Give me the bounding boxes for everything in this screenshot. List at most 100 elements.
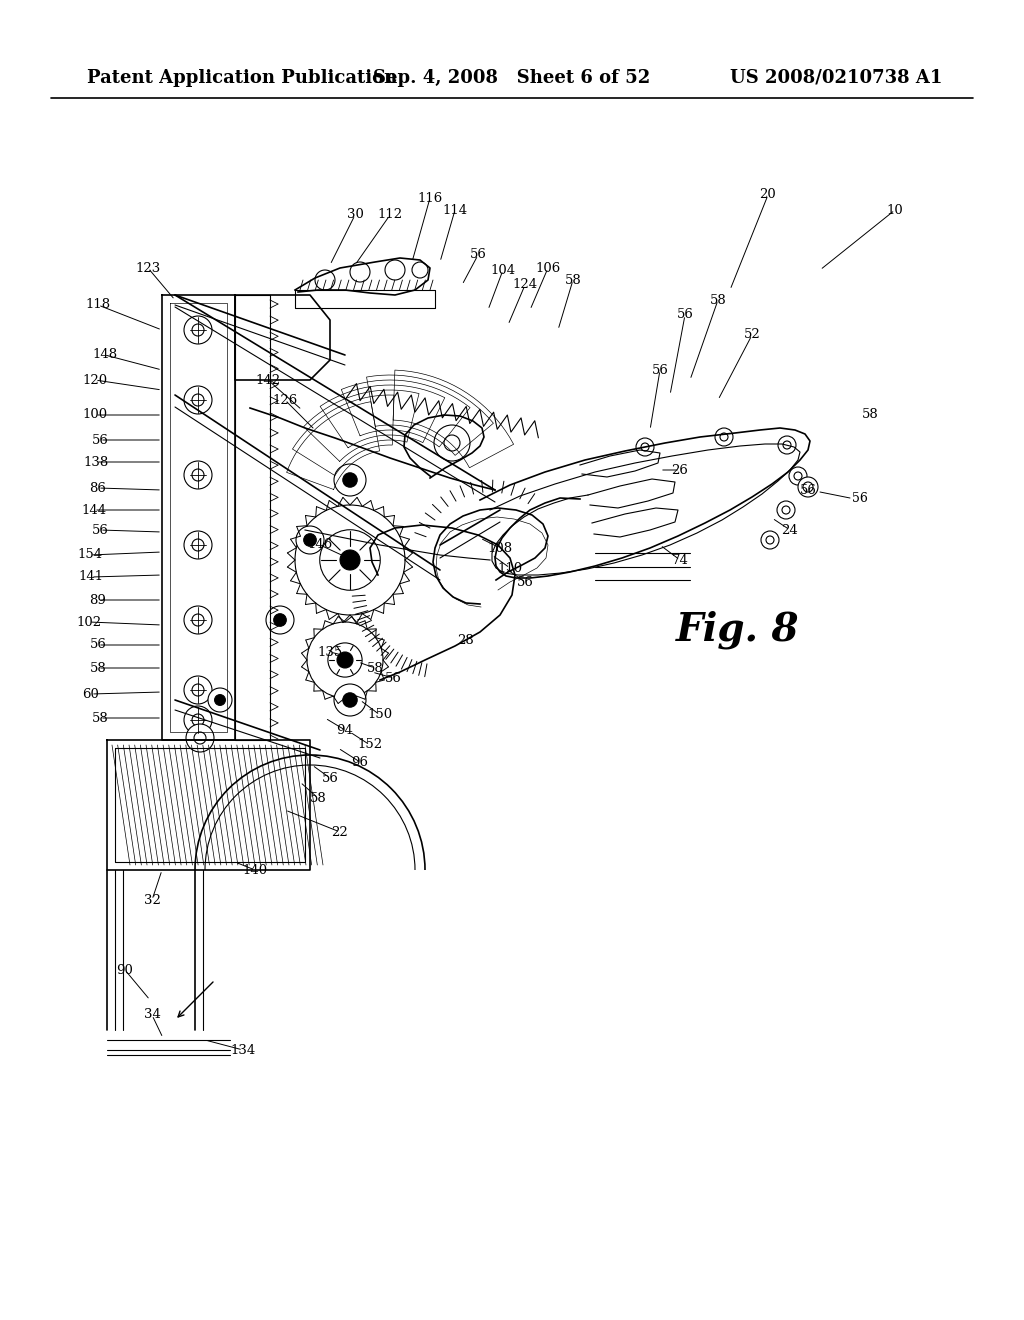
Text: 86: 86 bbox=[89, 482, 106, 495]
Text: 58: 58 bbox=[91, 711, 109, 725]
Circle shape bbox=[761, 531, 779, 549]
Text: 10: 10 bbox=[887, 203, 903, 216]
Text: 96: 96 bbox=[351, 755, 369, 768]
Text: 56: 56 bbox=[651, 363, 669, 376]
Text: US 2008/0210738 A1: US 2008/0210738 A1 bbox=[730, 69, 942, 87]
Text: 140: 140 bbox=[243, 863, 267, 876]
Text: 89: 89 bbox=[89, 594, 106, 606]
Circle shape bbox=[798, 477, 818, 498]
Text: 56: 56 bbox=[677, 309, 693, 322]
Text: 104: 104 bbox=[490, 264, 515, 276]
Text: 56: 56 bbox=[91, 524, 109, 536]
Circle shape bbox=[184, 706, 212, 734]
Text: 116: 116 bbox=[418, 191, 442, 205]
Text: 118: 118 bbox=[85, 298, 111, 312]
Text: 56: 56 bbox=[470, 248, 486, 261]
Text: 30: 30 bbox=[346, 209, 364, 222]
Circle shape bbox=[790, 467, 807, 484]
Text: 60: 60 bbox=[83, 688, 99, 701]
Text: 56: 56 bbox=[322, 771, 339, 784]
Text: 52: 52 bbox=[743, 329, 761, 342]
Text: 56: 56 bbox=[852, 491, 868, 504]
Text: 141: 141 bbox=[79, 570, 103, 583]
Circle shape bbox=[184, 676, 212, 704]
Text: 22: 22 bbox=[332, 825, 348, 838]
Circle shape bbox=[720, 433, 728, 441]
Text: 94: 94 bbox=[337, 723, 353, 737]
Circle shape bbox=[184, 461, 212, 488]
Circle shape bbox=[777, 502, 795, 519]
Circle shape bbox=[319, 529, 380, 590]
Circle shape bbox=[340, 550, 360, 570]
Circle shape bbox=[315, 271, 335, 290]
Text: 142: 142 bbox=[255, 374, 281, 387]
Text: 56: 56 bbox=[89, 639, 106, 652]
Text: 112: 112 bbox=[378, 209, 402, 222]
Circle shape bbox=[184, 531, 212, 558]
Circle shape bbox=[343, 693, 357, 708]
Circle shape bbox=[766, 536, 774, 544]
Circle shape bbox=[334, 465, 366, 496]
Circle shape bbox=[193, 714, 204, 726]
Text: 90: 90 bbox=[117, 964, 133, 977]
Text: 144: 144 bbox=[82, 503, 106, 516]
Text: 26: 26 bbox=[672, 463, 688, 477]
Text: 56: 56 bbox=[385, 672, 401, 685]
Text: 100: 100 bbox=[83, 408, 108, 421]
Circle shape bbox=[328, 643, 362, 677]
Text: 120: 120 bbox=[83, 374, 108, 387]
Text: 58: 58 bbox=[861, 408, 879, 421]
Circle shape bbox=[803, 482, 813, 492]
Text: 56: 56 bbox=[91, 433, 109, 446]
Circle shape bbox=[794, 473, 802, 480]
Text: 148: 148 bbox=[92, 348, 118, 362]
Circle shape bbox=[641, 444, 649, 451]
Circle shape bbox=[343, 473, 357, 487]
Circle shape bbox=[337, 652, 353, 668]
Text: 102: 102 bbox=[77, 615, 101, 628]
Text: 74: 74 bbox=[672, 553, 688, 566]
Circle shape bbox=[304, 533, 316, 546]
Circle shape bbox=[434, 425, 470, 461]
Text: 146: 146 bbox=[307, 539, 333, 552]
Circle shape bbox=[307, 622, 383, 698]
Text: Patent Application Publication: Patent Application Publication bbox=[87, 69, 397, 87]
Text: 20: 20 bbox=[760, 189, 776, 202]
Circle shape bbox=[385, 260, 406, 280]
Circle shape bbox=[266, 606, 294, 634]
Text: 32: 32 bbox=[143, 894, 161, 907]
Text: 110: 110 bbox=[498, 561, 522, 574]
Text: 124: 124 bbox=[512, 279, 538, 292]
Circle shape bbox=[350, 261, 370, 282]
Text: 152: 152 bbox=[357, 738, 383, 751]
Circle shape bbox=[184, 385, 212, 414]
Text: 138: 138 bbox=[83, 455, 109, 469]
Text: 34: 34 bbox=[143, 1008, 161, 1022]
Text: 28: 28 bbox=[457, 634, 473, 647]
Text: 126: 126 bbox=[272, 393, 298, 407]
Circle shape bbox=[186, 723, 214, 752]
Text: 114: 114 bbox=[442, 203, 468, 216]
Circle shape bbox=[715, 428, 733, 446]
Text: 58: 58 bbox=[309, 792, 327, 804]
Circle shape bbox=[273, 614, 287, 626]
Text: Fig. 8: Fig. 8 bbox=[676, 611, 799, 649]
Circle shape bbox=[208, 688, 232, 711]
Circle shape bbox=[193, 469, 204, 480]
Circle shape bbox=[184, 606, 212, 634]
Circle shape bbox=[184, 315, 212, 345]
Circle shape bbox=[782, 506, 790, 513]
Circle shape bbox=[334, 684, 366, 715]
Text: 58: 58 bbox=[710, 293, 726, 306]
Text: Sep. 4, 2008   Sheet 6 of 52: Sep. 4, 2008 Sheet 6 of 52 bbox=[374, 69, 650, 87]
Text: 106: 106 bbox=[536, 261, 560, 275]
Circle shape bbox=[296, 525, 324, 554]
Circle shape bbox=[783, 441, 791, 449]
Text: 134: 134 bbox=[230, 1044, 256, 1056]
Text: 150: 150 bbox=[368, 709, 392, 722]
Circle shape bbox=[412, 261, 428, 279]
Text: 24: 24 bbox=[781, 524, 799, 536]
Circle shape bbox=[295, 506, 406, 615]
Circle shape bbox=[444, 436, 460, 451]
Circle shape bbox=[193, 614, 204, 626]
